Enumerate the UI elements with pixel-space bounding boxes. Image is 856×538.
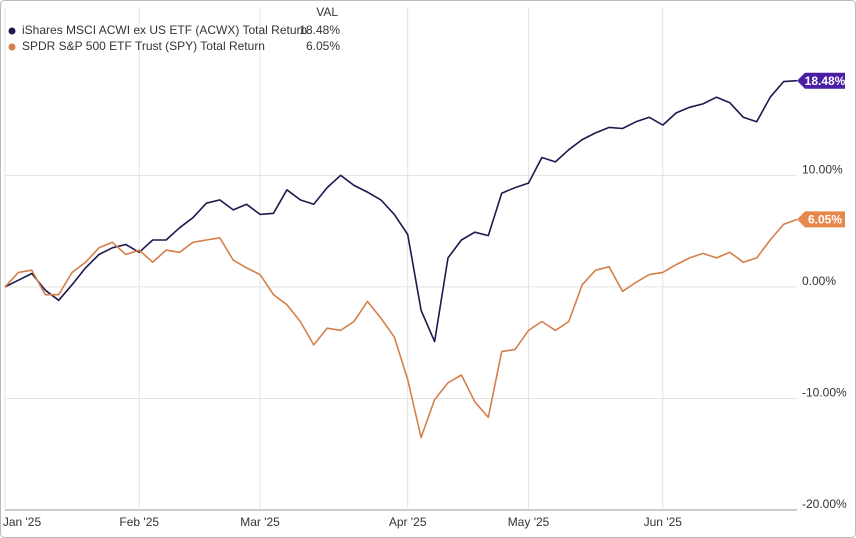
legend-value: 18.48% <box>299 23 340 37</box>
x-tick-label: Mar '25 <box>240 515 280 529</box>
x-tick-label: Apr '25 <box>389 515 427 529</box>
legend-label: iShares MSCI ACWI ex US ETF (ACWX) Total… <box>22 23 307 37</box>
legend-value: 6.05% <box>306 39 340 53</box>
legend-header: VAL <box>316 5 338 19</box>
x-tick-label: Jan '25 <box>3 515 42 529</box>
legend-marker <box>8 43 16 51</box>
end-tag <box>797 211 845 228</box>
end-tag <box>797 72 845 89</box>
y-tick-label: -20.00% <box>802 497 847 511</box>
y-tick-label: 0.00% <box>802 274 836 288</box>
x-tick-label: May '25 <box>508 515 550 529</box>
x-tick-label: Jun '25 <box>644 515 683 529</box>
x-tick-label: Feb '25 <box>119 515 159 529</box>
end-tag-label: 6.05% <box>808 213 842 227</box>
end-tag-label: 18.48% <box>805 74 846 88</box>
y-tick-label: 10.00% <box>802 163 843 177</box>
series-line <box>4 218 798 439</box>
legend-label: SPDR S&P 500 ETF Trust (SPY) Total Retur… <box>22 39 265 53</box>
legend-marker <box>8 27 16 35</box>
y-tick-label: -10.00% <box>802 386 847 400</box>
